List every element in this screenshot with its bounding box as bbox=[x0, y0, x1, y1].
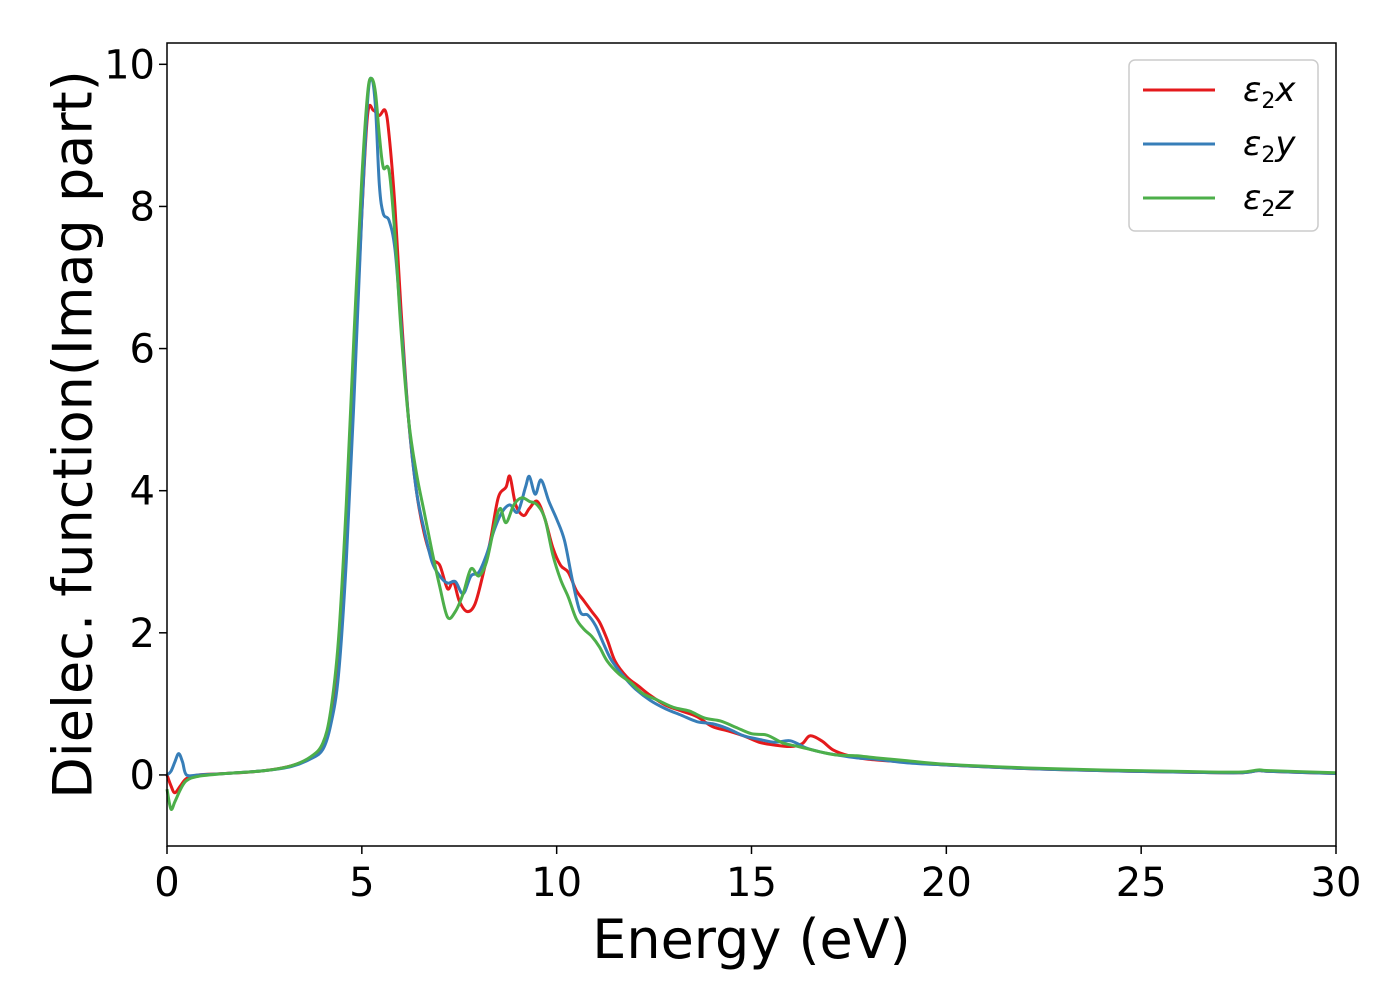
y-tick-label: 8 bbox=[130, 184, 155, 230]
x-axis-ticks: 0 5 10 15 20 25 30 bbox=[154, 846, 1361, 906]
y-tick-label: 2 bbox=[130, 611, 155, 657]
x-axis-title: Energy (eV) bbox=[592, 908, 911, 971]
x-tick-label: 20 bbox=[921, 860, 972, 906]
y-tick-label: 10 bbox=[104, 42, 155, 88]
series-line-z bbox=[165, 76, 1337, 811]
x-tick-label: 15 bbox=[726, 860, 777, 906]
y-axis-title: Dielec. function(Imag part) bbox=[42, 70, 105, 799]
y-tick-label: 0 bbox=[130, 753, 155, 799]
legend-box bbox=[1128, 59, 1319, 232]
x-tick-label: 5 bbox=[349, 860, 374, 906]
legend-label-z: ε2z bbox=[1243, 178, 1294, 222]
legend-label-x: ε2x bbox=[1243, 70, 1296, 114]
plot-lines bbox=[165, 76, 1337, 811]
legend: ε2x ε2y ε2z bbox=[1128, 59, 1319, 232]
y-tick-label: 4 bbox=[130, 469, 155, 515]
x-tick-label: 0 bbox=[154, 860, 179, 906]
y-axis-ticks: 0 2 4 6 8 10 bbox=[104, 42, 167, 799]
legend-label-y: ε2y bbox=[1243, 124, 1296, 168]
y-tick-label: 6 bbox=[130, 327, 155, 373]
x-tick-label: 10 bbox=[531, 860, 582, 906]
x-tick-label: 25 bbox=[1116, 860, 1167, 906]
x-tick-label: 30 bbox=[1311, 860, 1362, 906]
